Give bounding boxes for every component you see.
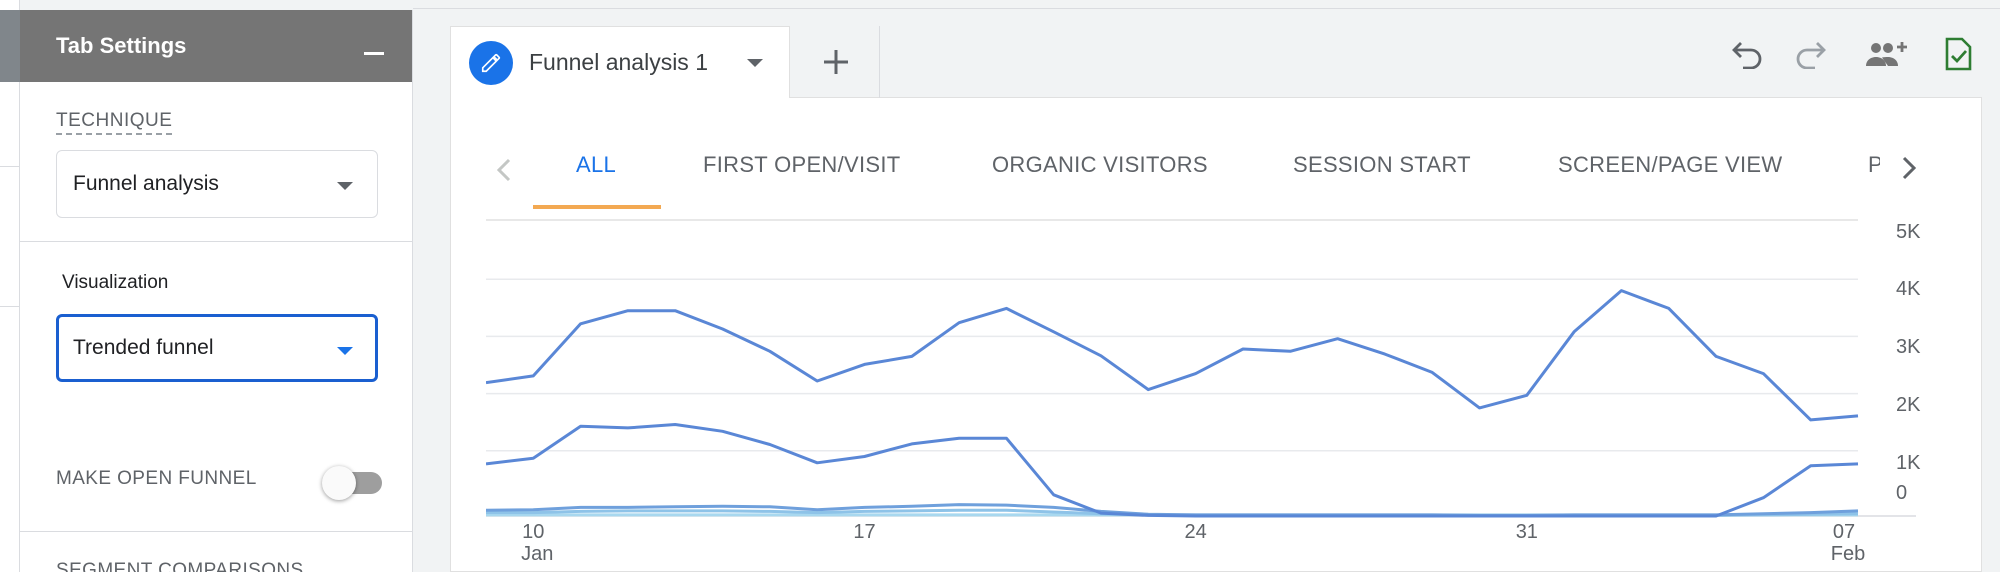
y-tick-label: 0 — [1896, 482, 1907, 504]
add-tab-button[interactable] — [792, 26, 880, 98]
visualization-select[interactable]: Trended funnel — [56, 314, 378, 382]
x-tick-month-label: Jan — [521, 543, 553, 565]
left-nav-strip — [0, 0, 20, 572]
y-tick-label: 5K — [1896, 221, 1921, 243]
scroll-tabs-right[interactable] — [1890, 150, 1926, 186]
technique-select[interactable]: Funnel analysis — [56, 150, 378, 218]
trended-funnel-chart: 5K 4K 3K 2K 1K 0 10 Jan 17 24 31 07 Feb — [486, 218, 1966, 572]
tabs-fade — [1880, 140, 1900, 200]
undo-button[interactable] — [1728, 34, 1768, 74]
chevron-right-icon — [1902, 156, 1917, 180]
y-tick-label: 1K — [1896, 452, 1921, 474]
step-tab-session-start[interactable]: SESSION START — [1293, 152, 1471, 177]
series-line — [486, 289, 1859, 422]
report-card — [450, 97, 1982, 572]
toggle-knob — [322, 466, 356, 500]
technique-select-value: Funnel analysis — [73, 172, 219, 195]
share-users-icon — [1866, 42, 1907, 66]
visualization-select-value: Trended funnel — [73, 336, 214, 359]
chevron-down-icon — [337, 347, 353, 355]
x-tick-label: 10 — [522, 521, 544, 543]
y-tick-label: 4K — [1896, 278, 1921, 300]
visualization-section: Visualization Trended funnel MAKE OPEN F… — [20, 242, 412, 532]
saved-status-button[interactable] — [1938, 34, 1978, 74]
step-tab-screen-page-view[interactable]: SCREEN/PAGE VIEW — [1558, 152, 1783, 177]
technique-section: TECHNIQUE Funnel analysis — [20, 82, 412, 242]
step-tab-all[interactable]: ALL — [576, 152, 617, 177]
tab-settings-header: Tab Settings — [20, 10, 412, 82]
y-tick-label: 2K — [1896, 394, 1921, 416]
open-funnel-toggle[interactable] — [322, 464, 384, 500]
y-tick-label: 3K — [1896, 336, 1921, 358]
chevron-down-icon — [337, 182, 353, 190]
share-button[interactable] — [1864, 34, 1908, 74]
visualization-label: Visualization — [62, 272, 169, 293]
chevron-down-icon[interactable] — [747, 59, 763, 67]
x-tick-label: 07 — [1833, 521, 1855, 543]
undo-icon — [1732, 42, 1762, 69]
collapse-panel-icon[interactable] — [362, 34, 386, 58]
technique-label: TECHNIQUE — [56, 110, 173, 135]
segment-section: SEGMENT COMPARISONS — [20, 532, 412, 572]
chevron-left-icon — [496, 158, 511, 182]
x-tick-label: 17 — [853, 521, 875, 543]
top-divider — [413, 8, 2000, 9]
tab-label: Funnel analysis 1 — [529, 49, 708, 75]
series-line — [486, 423, 1859, 518]
x-tick-label: 31 — [1516, 521, 1538, 543]
active-tab-underline — [533, 205, 661, 209]
tab-settings-panel: Tab Settings TECHNIQUE Funnel analysis V… — [20, 10, 413, 572]
tab-settings-title: Tab Settings — [56, 33, 187, 58]
x-tick-month-label: Feb — [1831, 543, 1865, 565]
plus-icon — [823, 50, 848, 74]
step-tab-truncated[interactable]: P — [1868, 152, 1883, 177]
edit-pencil-icon[interactable] — [469, 41, 513, 85]
scroll-tabs-left[interactable] — [487, 152, 523, 188]
left-nav-divider — [0, 166, 20, 167]
tab-funnel-analysis-1[interactable]: Funnel analysis 1 — [450, 26, 790, 98]
redo-button[interactable] — [1790, 34, 1830, 74]
open-funnel-label: MAKE OPEN FUNNEL — [56, 468, 257, 489]
segment-comparisons-label: SEGMENT COMPARISONS — [56, 560, 304, 572]
step-tab-organic-visitors[interactable]: ORGANIC VISITORS — [992, 152, 1208, 177]
saved-check-icon — [1945, 37, 1972, 71]
step-tab-first-open-visit[interactable]: FIRST OPEN/VISIT — [703, 152, 901, 177]
redo-icon — [1796, 42, 1826, 69]
left-nav-strip-header — [0, 10, 20, 82]
x-tick-label: 24 — [1185, 521, 1207, 543]
left-nav-divider — [0, 306, 20, 307]
